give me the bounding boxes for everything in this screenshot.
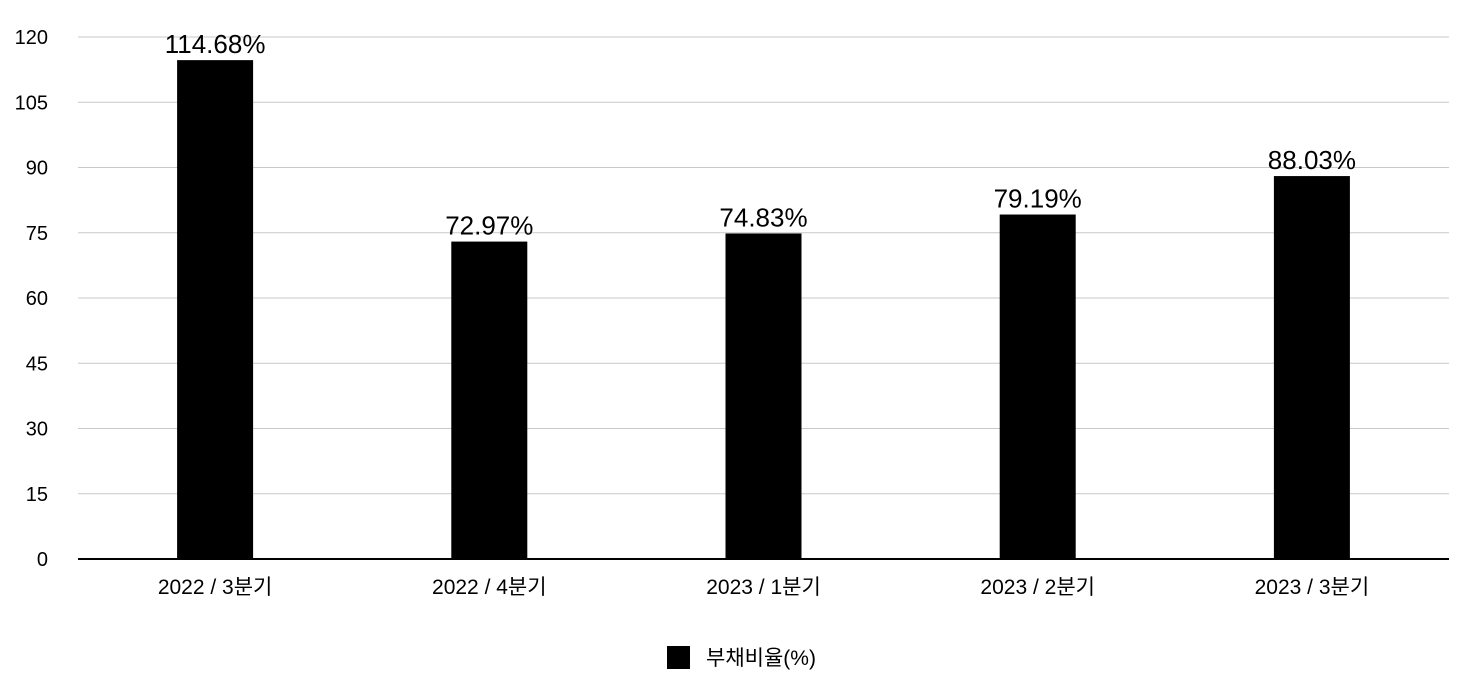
y-tick-label: 45 — [26, 353, 48, 375]
labels: 0 15 30 45 60 75 90 105 120 114.68% 2022 / 3분기 72.9… — [15, 27, 1370, 599]
legend: 부채비율(%) — [667, 646, 816, 670]
bar — [1273, 176, 1350, 559]
y-tick-label: 90 — [26, 158, 48, 180]
bar-value-label: 72.97% — [445, 211, 533, 241]
y-tick-label: 15 — [26, 484, 48, 506]
legend-label: 부채비율(%) — [706, 647, 816, 670]
x-tick-label: 2022 / 3분기 — [158, 576, 273, 599]
bar-value-label: 74.83% — [719, 202, 807, 232]
x-tick-label: 2023 / 2분기 — [980, 576, 1095, 599]
x-tick-label: 2022 / 4분기 — [432, 576, 547, 599]
x-tick-label: 2023 / 3분기 — [1255, 576, 1370, 599]
bar-value-label: 88.03% — [1268, 145, 1356, 175]
x-tick-label: 2023 / 1분기 — [706, 576, 821, 599]
bar — [177, 60, 254, 559]
bar — [451, 241, 528, 559]
legend-swatch — [667, 646, 690, 669]
bar-value-label: 79.19% — [994, 184, 1082, 214]
bar — [725, 233, 802, 559]
y-tick-label: 0 — [37, 549, 48, 571]
bars — [177, 60, 1350, 559]
y-tick-label: 105 — [15, 92, 48, 114]
y-tick-label: 30 — [26, 419, 48, 441]
bar — [999, 214, 1076, 559]
y-tick-label: 120 — [15, 27, 48, 49]
y-tick-label: 60 — [26, 288, 48, 310]
bar-value-label: 114.68% — [165, 29, 266, 59]
y-tick-label: 75 — [26, 223, 48, 245]
